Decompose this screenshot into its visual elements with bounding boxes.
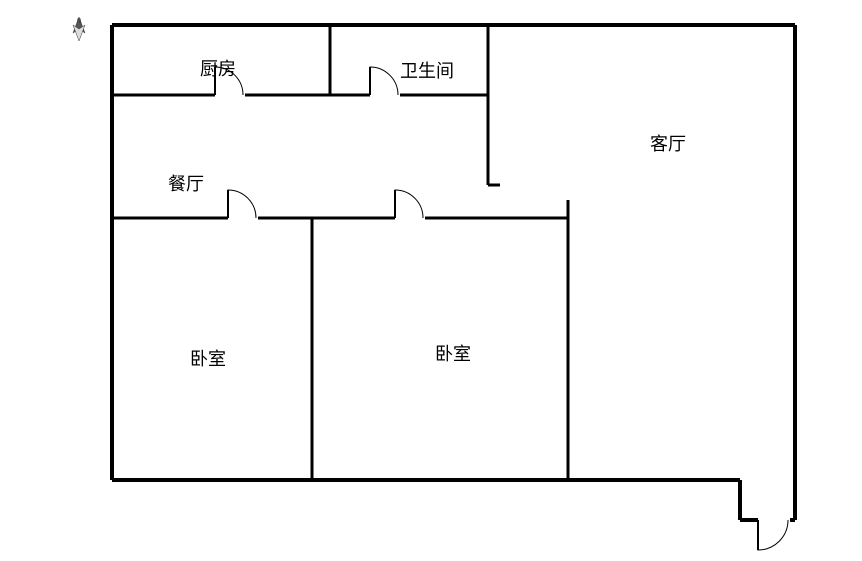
label-bedroom-left: 卧室 (190, 345, 226, 371)
label-living: 客厅 (650, 130, 686, 156)
label-kitchen: 厨房 (200, 55, 236, 81)
label-dining: 餐厅 (168, 170, 204, 196)
label-bathroom: 卫生间 (400, 57, 454, 83)
label-bedroom-right: 卧室 (435, 340, 471, 366)
floorplan-diagram (0, 0, 862, 561)
